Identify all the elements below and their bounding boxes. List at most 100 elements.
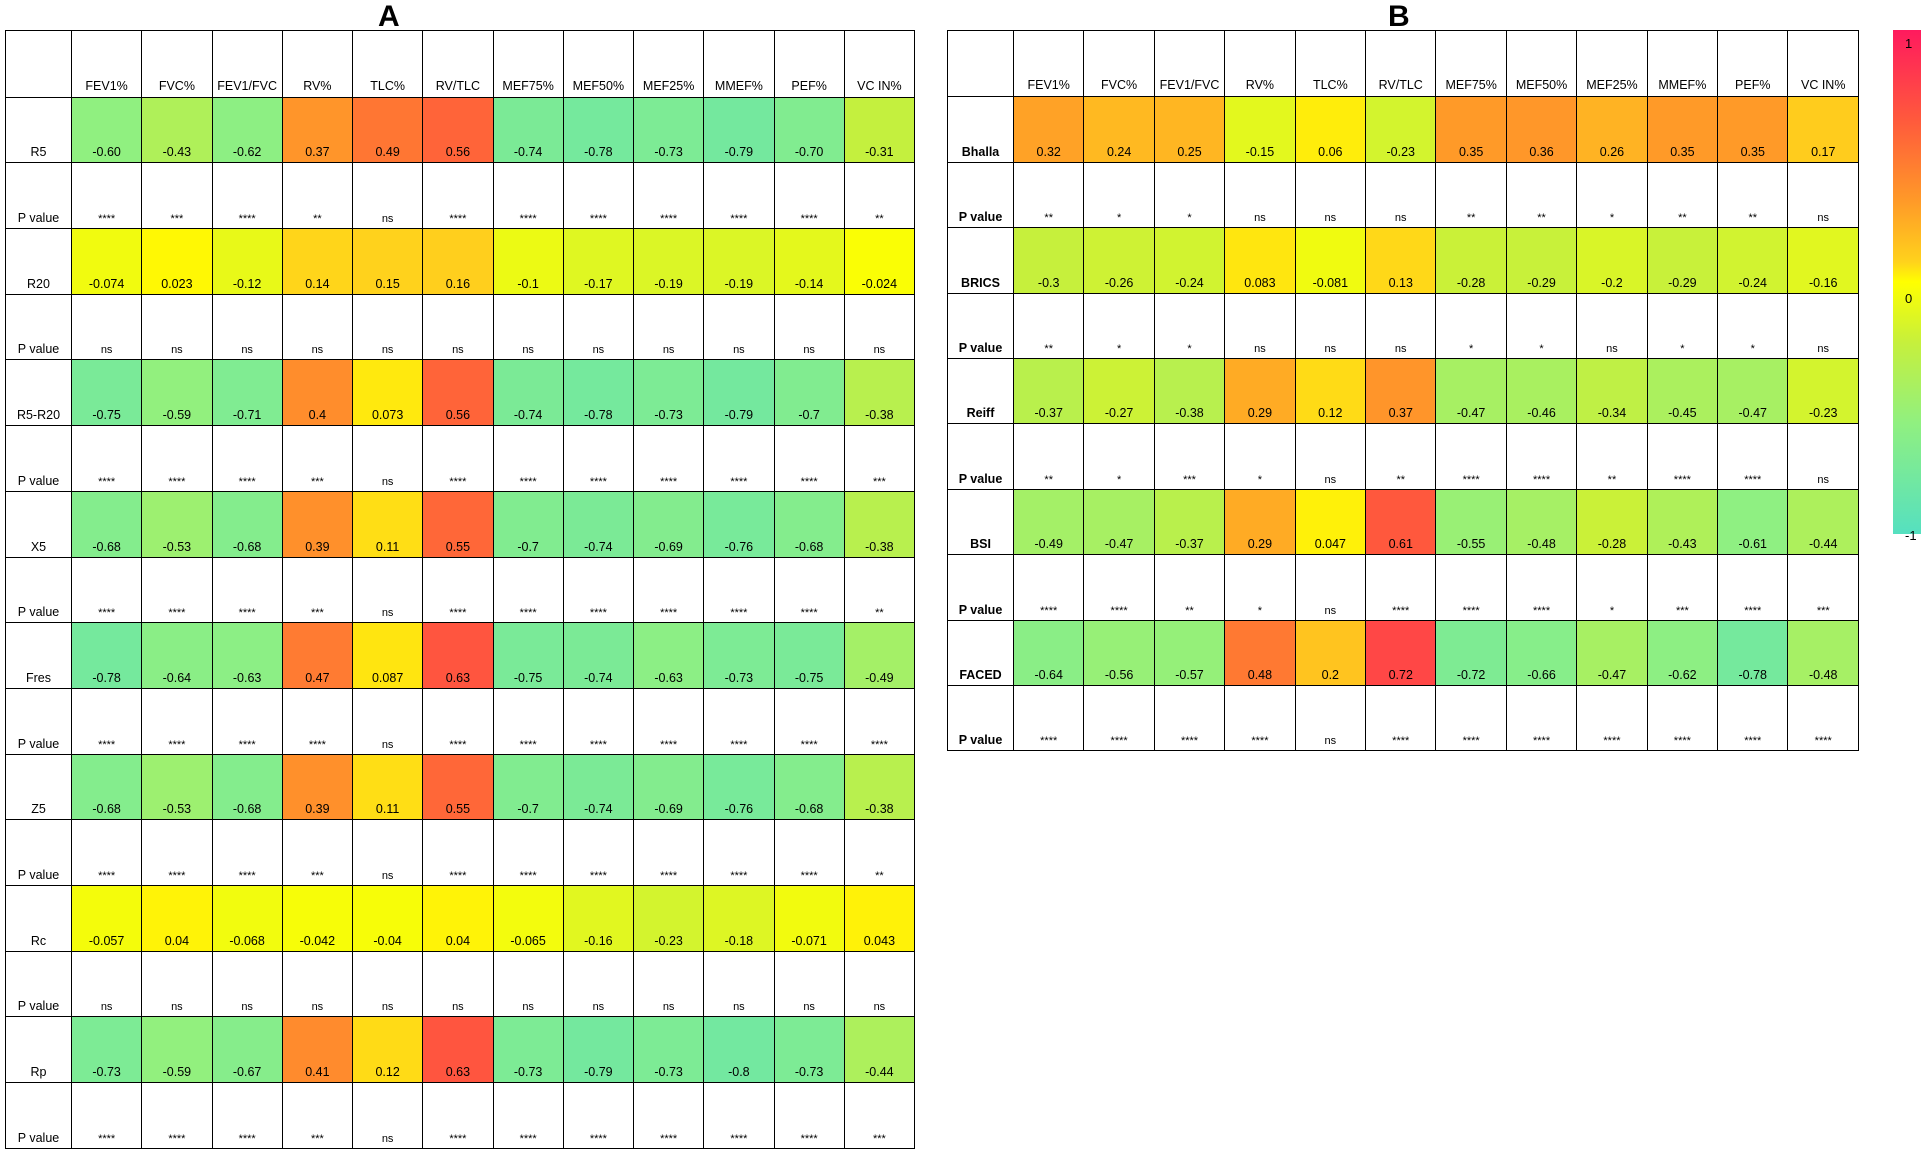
row-label: Z5 (5, 753, 72, 821)
heatmap-cell: -0.72 (1435, 619, 1507, 686)
row-label: BSI (947, 488, 1014, 556)
p-value-cell: **** (773, 1082, 845, 1149)
value-row: Rc -0.057 0.04 -0.068 -0.042 -0.04 0.04 -0.065-… (5, 884, 916, 952)
column-header: FVC% (1083, 29, 1155, 98)
heatmap-cell: -0.16 (1787, 227, 1859, 294)
heatmap-cell: -0.38 (1153, 357, 1226, 425)
heatmap-cell: 0.043 (843, 884, 916, 952)
p-value-cell: **** (422, 556, 494, 624)
p-value-row: P value **** **** **** *** ns **** **** **** ****… (5, 1082, 916, 1149)
heatmap-cell: -0.068 (211, 884, 283, 952)
p-value-cell: ns (351, 1082, 424, 1149)
column-header: VC IN% (843, 30, 916, 98)
heatmap-cell: -0.44 (1787, 488, 1859, 556)
p-value-cell: **** (141, 1082, 213, 1149)
p-value-cell: **** (422, 687, 494, 755)
column-header: TLC% (1294, 29, 1367, 98)
heatmap-cell: -0.53 (141, 490, 213, 558)
heatmap-cell: -0.48 (1505, 488, 1578, 556)
heatmap-cell: 0.047 (1294, 488, 1367, 556)
p-value-cell: **** (632, 556, 705, 624)
p-value-cell: **** (1224, 684, 1296, 752)
p-value-cell: **** (703, 162, 775, 230)
p-value-cell: ns (422, 293, 494, 361)
row-label: FACED (947, 619, 1014, 686)
heatmap-table-b: FEV1% FVC% FEV1/FVC RV% TLC% RV/TLC MEF75% MEF5… (947, 29, 1859, 752)
p-value-row: P value **** **** **** *** ns **** **** **** ****… (5, 425, 916, 492)
row-label: Reiff (947, 357, 1014, 425)
p-value-label: P value (5, 556, 72, 624)
p-value-cell: *** (281, 556, 354, 624)
p-value-cell: **** (141, 687, 213, 755)
p-value-cell: **** (492, 687, 564, 755)
column-header: MEF50% (1505, 29, 1578, 98)
p-value-cell: ns (703, 293, 775, 361)
p-value-row: P value ** * *** * ns ** **** **** ** **** **** ns (947, 423, 1859, 490)
column-header: RV/TLC (1365, 29, 1437, 98)
heatmap-cell: 0.4 (281, 359, 354, 427)
p-value-cell: **** (211, 425, 283, 492)
heatmap-cell: -0.19 (632, 228, 705, 295)
heatmap-cell: -0.38 (843, 753, 916, 821)
p-value-cell: ns (843, 293, 916, 361)
p-value-cell: ns (1365, 292, 1437, 359)
column-header: MEF75% (492, 30, 564, 98)
heatmap-cell: 0.04 (422, 884, 494, 952)
heatmap-cell: -0.48 (1787, 619, 1859, 686)
p-value-cell: ns (70, 293, 143, 361)
p-value-cell: **** (141, 556, 213, 624)
p-value-cell: ** (1576, 423, 1648, 490)
p-value-cell: ns (632, 950, 705, 1018)
heatmap-cell: 0.24 (1083, 96, 1155, 163)
p-value-cell: *** (1787, 554, 1859, 621)
heatmap-cell: -0.59 (141, 1016, 213, 1083)
panel-a-label: A (378, 0, 400, 33)
p-value-label: P value (947, 684, 1014, 752)
heatmap-cell: -0.34 (1576, 357, 1648, 425)
p-value-cell: ns (1294, 554, 1367, 621)
p-value-cell: * (1717, 292, 1789, 359)
p-value-cell: **** (773, 425, 845, 492)
p-value-row: P value ** * * ns ns ns ** ** * ** ** ns (947, 161, 1859, 229)
p-value-cell: **** (422, 819, 494, 886)
column-header: FEV1/FVC (211, 30, 283, 98)
column-header: PEF% (773, 30, 845, 98)
heatmap-cell: -0.18 (703, 884, 775, 952)
column-header: RV% (281, 30, 354, 98)
heatmap-cell: -0.74 (562, 490, 635, 558)
value-row: BRICS -0.3 -0.26 -0.24 0.083 -0.081 0.13 -0.28-… (947, 227, 1859, 294)
p-value-cell: *** (843, 1082, 916, 1149)
p-value-cell: * (1646, 292, 1719, 359)
heatmap-cell: -0.2 (1576, 227, 1648, 294)
heatmap-cell: 0.11 (351, 753, 424, 821)
p-value-cell: ns (843, 950, 916, 1018)
p-value-label: P value (5, 950, 72, 1018)
p-value-cell: **** (1646, 684, 1719, 752)
heatmap-cell: 0.023 (141, 228, 213, 295)
p-value-cell: * (1224, 554, 1296, 621)
heatmap-cell: -0.68 (70, 753, 143, 821)
heatmap-cell: -0.73 (632, 1016, 705, 1083)
heatmap-cell: -0.042 (281, 884, 354, 952)
p-value-label: P value (947, 423, 1014, 490)
p-value-cell: **** (703, 425, 775, 492)
heatmap-table-a: FEV1% FVC% FEV1/FVC RV% TLC% RV/TLC MEF75% MEF5… (5, 30, 916, 1149)
column-header: MEF50% (562, 30, 635, 98)
p-value-cell: **** (1012, 684, 1085, 752)
p-value-cell: ** (1012, 161, 1085, 229)
p-value-row: P value **** **** ** * ns **** **** **** * *** ****… (947, 554, 1859, 621)
p-value-cell: **** (703, 1082, 775, 1149)
p-value-cell: * (1083, 161, 1155, 229)
p-value-cell: ns (1224, 292, 1296, 359)
p-value-label: P value (947, 161, 1014, 229)
p-value-cell: * (1576, 554, 1648, 621)
heatmap-cell: -0.73 (632, 96, 705, 164)
heatmap-cell: -0.15 (1224, 96, 1296, 163)
heatmap-cell: 0.55 (422, 490, 494, 558)
p-value-cell: **** (562, 556, 635, 624)
heatmap-cell: 0.087 (351, 622, 424, 689)
heatmap-cell: -0.45 (1646, 357, 1719, 425)
heatmap-cell: -0.67 (211, 1016, 283, 1083)
p-value-cell: * (1224, 423, 1296, 490)
p-value-cell: ** (1365, 423, 1437, 490)
